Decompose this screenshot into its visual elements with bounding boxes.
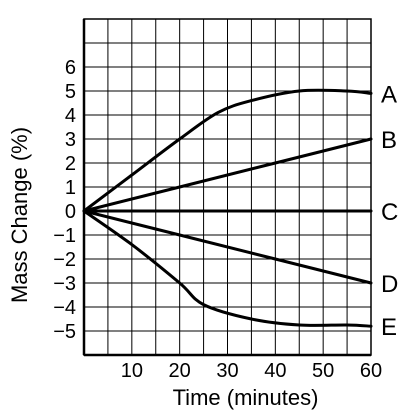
chart-axes <box>82 18 372 357</box>
y-tick-label: −2 <box>53 249 76 271</box>
series-line-e <box>82 209 373 328</box>
x-tick-label: 10 <box>121 360 143 382</box>
y-tick-label: 0 <box>65 201 76 223</box>
y-tick-label: −5 <box>53 321 76 343</box>
y-axis-title: Mass Change (%) <box>7 127 32 303</box>
x-tick-label: 50 <box>312 360 334 382</box>
y-tick-label: 2 <box>65 153 76 175</box>
y-tick-label: 6 <box>65 57 76 79</box>
x-tick-label: 40 <box>264 360 286 382</box>
series-labels: AB C DE <box>381 81 398 341</box>
y-tick-label: 4 <box>65 105 76 127</box>
series-label-e: E <box>381 314 397 341</box>
series-line-b <box>82 137 373 213</box>
y-tick-label: −4 <box>53 297 76 319</box>
series-label-c: C <box>381 199 398 226</box>
x-tick-label: 30 <box>216 360 238 382</box>
y-tick-label: −3 <box>53 273 76 295</box>
x-tick-label: 60 <box>360 360 382 382</box>
chart-series-group <box>82 88 373 328</box>
y-tick-label: 5 <box>65 81 76 103</box>
y-tick-label: −1 <box>53 225 76 247</box>
y-tick-label: 3 <box>65 129 76 151</box>
x-axis-title: Time (minutes) <box>173 385 319 410</box>
x-tick-label: 20 <box>169 360 191 382</box>
series-label-d: D <box>381 271 398 298</box>
series-line-d <box>82 209 373 285</box>
series-label-a: A <box>381 81 397 108</box>
chart-grid <box>84 19 371 355</box>
y-tick-label: 1 <box>65 177 76 199</box>
series-label-b: B <box>381 127 397 154</box>
series-line-a <box>82 88 373 213</box>
x-tick-labels: 10 20 30 40 50 60 <box>121 360 382 382</box>
